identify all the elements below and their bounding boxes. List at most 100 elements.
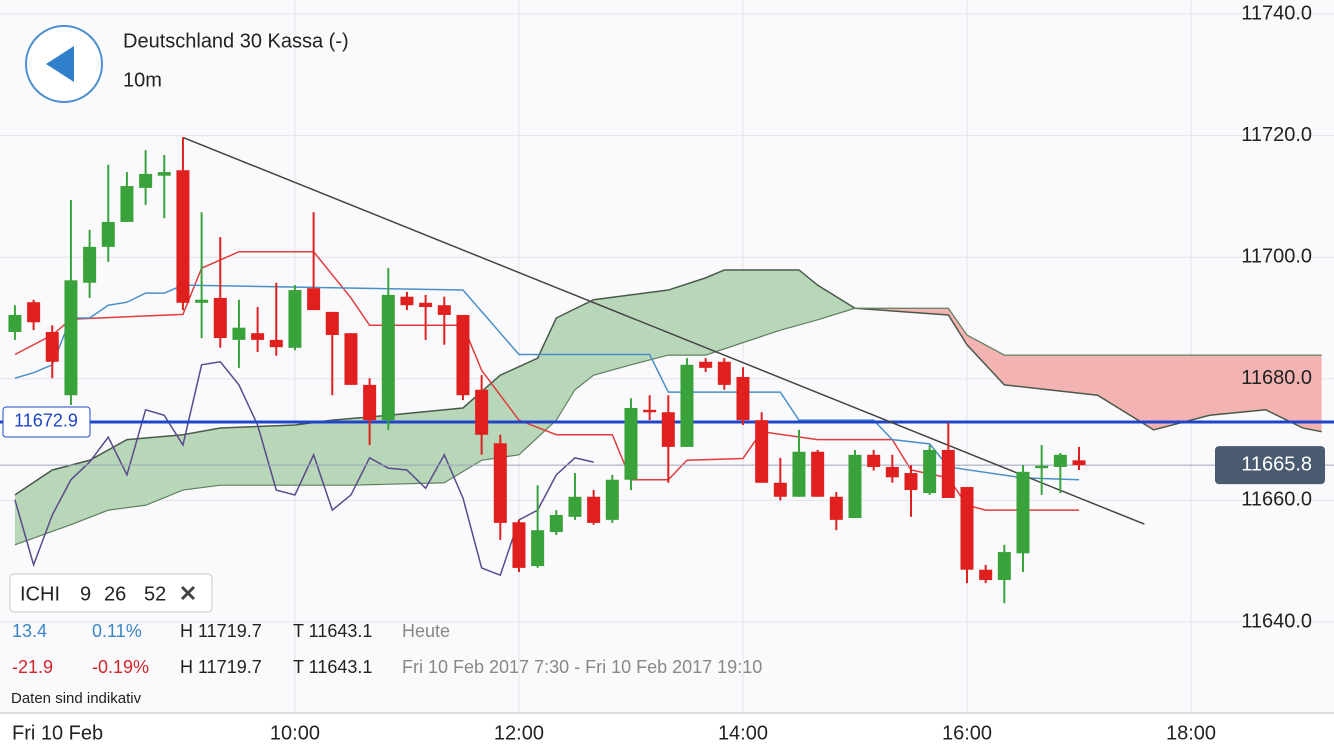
candle-body — [923, 449, 937, 494]
candle-body — [997, 552, 1011, 581]
span-a-line — [14, 269, 1322, 496]
candle-body — [27, 302, 41, 323]
candle-body — [941, 449, 955, 498]
indicator-name: ICHI — [20, 583, 60, 605]
candle-body — [736, 376, 750, 421]
stat: -21.9 — [12, 657, 53, 677]
candle-body — [717, 361, 731, 385]
candle-body — [885, 466, 899, 478]
price-label-box — [1215, 446, 1325, 485]
disclaimer: Daten sind indikativ — [11, 690, 142, 707]
candle-body — [176, 170, 190, 303]
span-b-line — [14, 307, 1322, 546]
stat: -0.19% — [92, 657, 149, 677]
x-tick-label: 18:00 — [1166, 722, 1216, 744]
y-tick-label: 11680.0 — [1241, 367, 1312, 389]
indicator-param: 9 — [80, 583, 91, 605]
chikou-line — [14, 360, 594, 577]
candle-body — [475, 389, 489, 435]
y-tick-label: 11640.0 — [1241, 610, 1312, 632]
candle-body — [400, 296, 414, 306]
candle-body — [792, 451, 806, 497]
candle-body — [83, 246, 97, 283]
candle-body — [680, 364, 694, 447]
candle-body — [904, 473, 918, 491]
y-tick-label: 11660.0 — [1241, 489, 1312, 511]
back-button[interactable] — [25, 25, 103, 103]
candle-body — [101, 221, 115, 247]
candle-body — [568, 496, 582, 517]
cloud-fill — [14, 269, 855, 545]
candle-body — [979, 569, 993, 581]
stat: T 11643.1 — [293, 657, 372, 677]
candle-body — [811, 451, 825, 497]
back-arrow[interactable] — [46, 46, 74, 82]
cloud-fill — [854, 308, 1322, 432]
level-label-box — [2, 406, 91, 438]
candle-body — [307, 288, 321, 311]
candle-body — [1072, 460, 1086, 466]
candle-body — [8, 314, 22, 332]
candle-body — [624, 407, 638, 480]
x-tick-label: 10:00 — [270, 722, 320, 744]
candle-body — [773, 482, 787, 497]
stat: Fri 10 Feb 2017 7:30 - Fri 10 Feb 2017 1… — [402, 657, 762, 677]
trend-line — [182, 136, 1145, 525]
candle-body — [437, 305, 451, 315]
candle-body — [848, 454, 862, 519]
candle-body — [456, 314, 470, 396]
x-tick-label: 14:00 — [718, 722, 768, 744]
price-label: 11665.8 — [1241, 453, 1312, 475]
candle-body — [288, 290, 302, 348]
stat: H 11719.7 — [180, 621, 262, 641]
x-date-label: Fri 10 Feb — [12, 722, 103, 744]
x-tick-label: 16:00 — [942, 722, 992, 744]
candle-body — [493, 443, 507, 523]
level-label: 11672.9 — [14, 411, 78, 431]
stat: 0.11% — [92, 621, 142, 641]
stat: T 11643.1 — [293, 621, 372, 641]
stat: H 11719.7 — [180, 657, 262, 677]
candle-body — [344, 333, 358, 385]
plot — [0, 136, 1334, 604]
y-tick-label: 11700.0 — [1241, 245, 1312, 267]
interval: 10m — [123, 69, 162, 91]
candle-body — [960, 487, 974, 570]
candle-body — [363, 384, 377, 421]
close-icon[interactable] — [180, 585, 196, 601]
tenkan-line — [14, 284, 1080, 481]
candle-body — [232, 327, 246, 340]
candle-body — [605, 479, 619, 520]
candle-body — [139, 173, 153, 188]
candle-body — [195, 299, 209, 303]
candle-body — [549, 514, 563, 533]
x-tick-label: 12:00 — [494, 722, 544, 744]
candle-body — [829, 496, 843, 520]
candle-body — [269, 339, 283, 348]
chart-title: Deutschland 30 Kassa (-) — [123, 30, 349, 52]
candle-body — [157, 172, 171, 176]
candle-body — [1016, 471, 1030, 554]
candle-body — [587, 496, 601, 523]
candle-body — [419, 302, 433, 308]
candle-body — [213, 297, 227, 339]
stats: 13.4 0.11% H 11719.7 T 11643.1 Heute -21.9 -0.… — [12, 621, 762, 677]
indicator-chip[interactable]: ICHI 9 26 52 — [9, 573, 213, 613]
candle-body — [531, 530, 545, 567]
stat: Heute — [402, 621, 450, 641]
y-tick-label: 11740.0 — [1241, 2, 1312, 24]
candle-body — [120, 186, 134, 222]
candle-body — [643, 409, 657, 413]
candle-body — [699, 361, 713, 368]
y-tick-label: 11720.0 — [1241, 124, 1312, 146]
indicator-param: 52 — [144, 583, 166, 605]
chip-box[interactable] — [9, 573, 213, 613]
candle-body — [381, 294, 395, 421]
stat: 13.4 — [12, 621, 47, 641]
candle-body — [251, 333, 265, 340]
candle-body — [867, 454, 881, 467]
candle-body — [512, 522, 526, 568]
